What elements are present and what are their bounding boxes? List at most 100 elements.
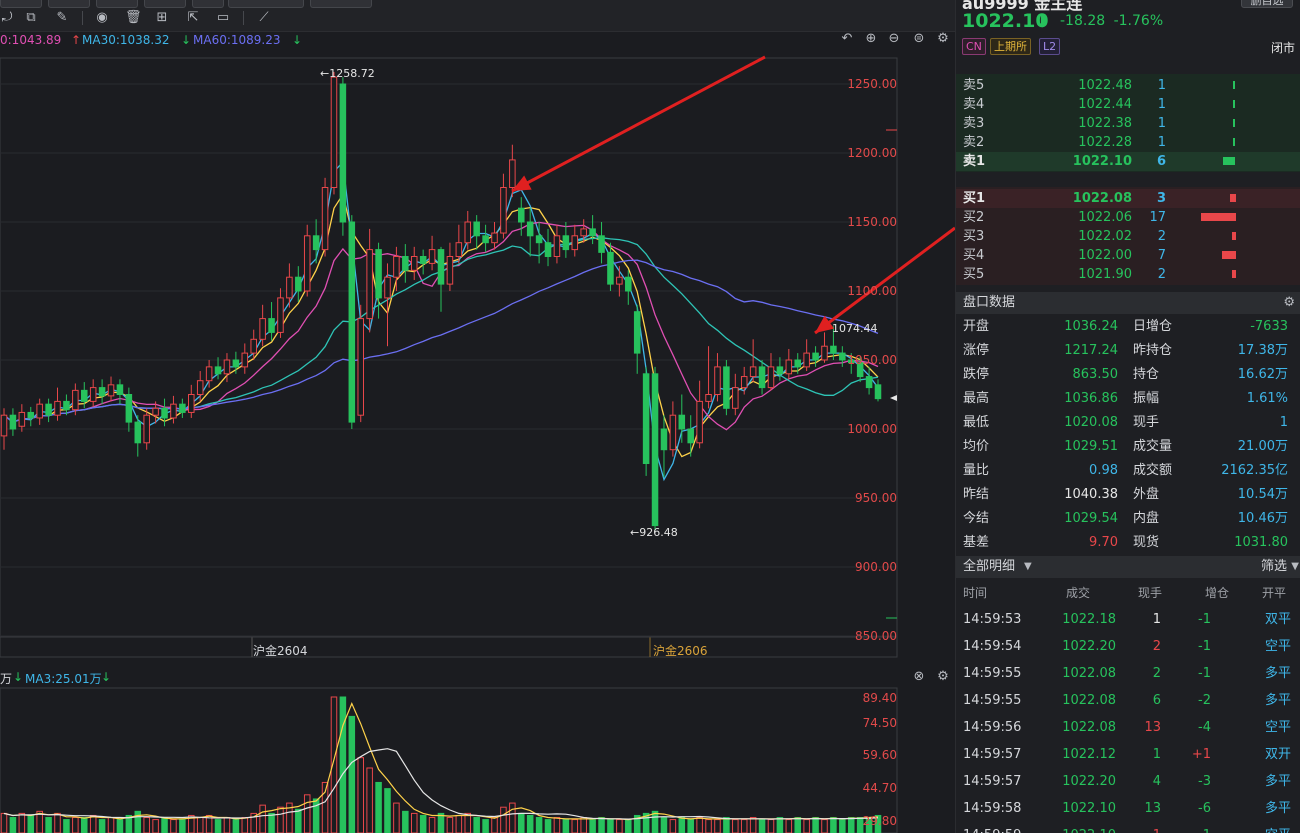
tick-price: 1022.18 [1062, 612, 1116, 627]
tick-price: 1022.08 [1062, 693, 1116, 708]
multi-period-button[interactable] [228, 0, 304, 8]
stat-key: 昨结 [963, 487, 990, 502]
export-icon[interactable]: ⇱ [187, 10, 199, 25]
candle-body [250, 338, 257, 354]
chevron-down-icon[interactable]: ▼ [1024, 561, 1032, 572]
price-down-arrow-icon: ⬇ [1036, 12, 1050, 31]
ask-price: 1022.44 [1078, 97, 1132, 112]
tick-volume: 2 [1152, 639, 1161, 654]
trash-icon[interactable]: 🗑 [125, 10, 142, 25]
col-price: 成交 [1066, 586, 1091, 600]
stat-value: 1031.80 [1234, 535, 1288, 550]
restore-icon[interactable]: ⤾ [1, 10, 13, 25]
ask-row-1[interactable]: 卖1 1022.10 6 [956, 152, 1300, 171]
settings-circle-icon[interactable]: ⊜ [913, 31, 925, 46]
volume-ma-line [3, 748, 879, 820]
grid-icon[interactable]: ⊞ [156, 10, 168, 25]
tick-price: 1022.20 [1062, 639, 1116, 654]
tick-row[interactable]: 14:59:57 1022.20 4 -3 多平 [956, 768, 1300, 795]
chart-toolbar: ⤾ ⧉ ✎ ◉ 🗑 ⊞ ⇱ ▭ ⟋ [0, 0, 955, 32]
stat-key: 基差 [963, 535, 990, 550]
candle-body [767, 366, 775, 389]
tick-detail-title[interactable]: 全部明细 [963, 559, 1016, 574]
bid-row-5[interactable]: 买5 1021.90 2 [956, 265, 1300, 284]
stat-key: 振幅 [1133, 391, 1160, 406]
volume-bar [259, 804, 266, 833]
tick-row[interactable]: 14:59:56 1022.08 13 -4 空平 [956, 714, 1300, 741]
candle-body [330, 76, 338, 188]
candle-body [535, 235, 543, 244]
ask-row-3[interactable]: 卖3 1022.38 1 [956, 114, 1300, 133]
candle-body [455, 242, 463, 257]
volume-bar [830, 817, 837, 833]
candle-body [437, 249, 445, 285]
draw-pen-icon[interactable]: ✎ [56, 10, 68, 25]
volume-bar [714, 819, 721, 833]
price-axis-label: 1150.00 [847, 215, 897, 229]
kline-chart-area[interactable]: ⤾ ⧉ ✎ ◉ 🗑 ⊞ ⇱ ▭ ⟋ 0:1043.89 ↑ MA30:1038.… [0, 0, 955, 833]
volume-gear-icon[interactable]: ⚙ [937, 669, 949, 684]
history-button[interactable] [310, 0, 372, 8]
close-volume-icon[interactable]: ⊗ [913, 669, 925, 684]
period-button-3[interactable] [96, 0, 138, 8]
tick-row[interactable]: 14:59:54 1022.20 2 -1 空平 [956, 633, 1300, 660]
tick-price: 1022.08 [1062, 720, 1116, 735]
tick-row[interactable]: 14:59:57 1022.12 1 +1 双开 [956, 741, 1300, 768]
eye-icon[interactable]: ◉ [96, 10, 108, 25]
candle-body [633, 311, 641, 354]
undo-icon[interactable]: ↶ [841, 31, 853, 46]
ask-row-5[interactable]: 卖5 1022.48 1 [956, 76, 1300, 95]
filter-icon[interactable]: ▼ [1291, 561, 1299, 572]
ask-price: 1022.10 [1072, 154, 1132, 169]
stat-key: 内盘 [1133, 511, 1160, 526]
stat-value: 0.98 [1089, 463, 1118, 478]
filter-button[interactable]: 筛选 [1260, 559, 1287, 574]
settings-icon[interactable]: ⚙ [1283, 295, 1295, 310]
period-button-4[interactable] [144, 0, 186, 8]
gear-icon[interactable]: ⚙ [937, 31, 949, 46]
comment-icon[interactable]: ▭ [216, 10, 230, 25]
volume-bar [491, 817, 498, 833]
candle-body [526, 221, 534, 237]
bid-qty-bar [1232, 232, 1236, 240]
tick-row[interactable]: 14:59:53 1022.18 1 -1 双平 [956, 606, 1300, 633]
zoom-out-icon[interactable]: ⊖ [888, 31, 900, 46]
volume-bar [776, 817, 784, 833]
tick-oi-change: -6 [1198, 801, 1211, 816]
bid-row-1[interactable]: 买1 1022.08 3 [956, 189, 1300, 208]
remove-watchlist-button[interactable]: 删自选 [1241, 0, 1293, 8]
tick-type: 多平 [1264, 801, 1291, 816]
candle-body [98, 387, 106, 397]
candle-body [188, 394, 195, 413]
bid-row-2[interactable]: 买2 1022.06 17 [956, 208, 1300, 227]
tick-type: 空平 [1264, 720, 1291, 735]
bid-row-4[interactable]: 买4 1022.00 7 [956, 246, 1300, 265]
period-button-1[interactable] [0, 0, 42, 8]
bid-qty: 2 [1157, 229, 1166, 244]
volume-bar [473, 817, 480, 833]
zoom-in-icon[interactable]: ⊕ [865, 31, 877, 46]
candle-body [393, 256, 400, 278]
candle-body [473, 221, 480, 237]
ruler-icon[interactable]: ⟋ [259, 10, 269, 25]
ask-row-4[interactable]: 卖4 1022.44 1 [956, 95, 1300, 114]
bid-row-3[interactable]: 买3 1022.02 2 [956, 227, 1300, 246]
price-axis-label: 1100.00 [847, 284, 897, 298]
copy-icon[interactable]: ⧉ [26, 10, 36, 25]
bid-qty-bar [1201, 213, 1236, 221]
stat-value: 1 [1279, 415, 1288, 430]
tick-volume: 6 [1152, 693, 1161, 708]
candle-body [54, 400, 61, 416]
ma30-up-arrow-icon: ↑ [71, 33, 82, 47]
period-button-5[interactable] [192, 0, 224, 8]
tick-price: 1022.12 [1062, 747, 1116, 762]
tick-row[interactable]: 14:59:55 1022.08 2 -1 多平 [956, 660, 1300, 687]
bid-price: 1022.06 [1078, 210, 1132, 225]
tick-row[interactable]: 14:59:59 1022.10 1 -1 空平 [956, 822, 1300, 833]
period-button-2[interactable] [48, 0, 90, 8]
tick-row[interactable]: 14:59:58 1022.10 13 -6 多平 [956, 795, 1300, 822]
quote-panel: au9999 金主连 删自选 1022.10 ⬇ -18.28 -1.76% C… [955, 0, 1300, 833]
tick-table-header: 时间 成交 现手 增仓 开平 [956, 580, 1300, 606]
tick-row[interactable]: 14:59:55 1022.08 6 -2 多平 [956, 687, 1300, 714]
ask-row-2[interactable]: 卖2 1022.28 1 [956, 133, 1300, 152]
